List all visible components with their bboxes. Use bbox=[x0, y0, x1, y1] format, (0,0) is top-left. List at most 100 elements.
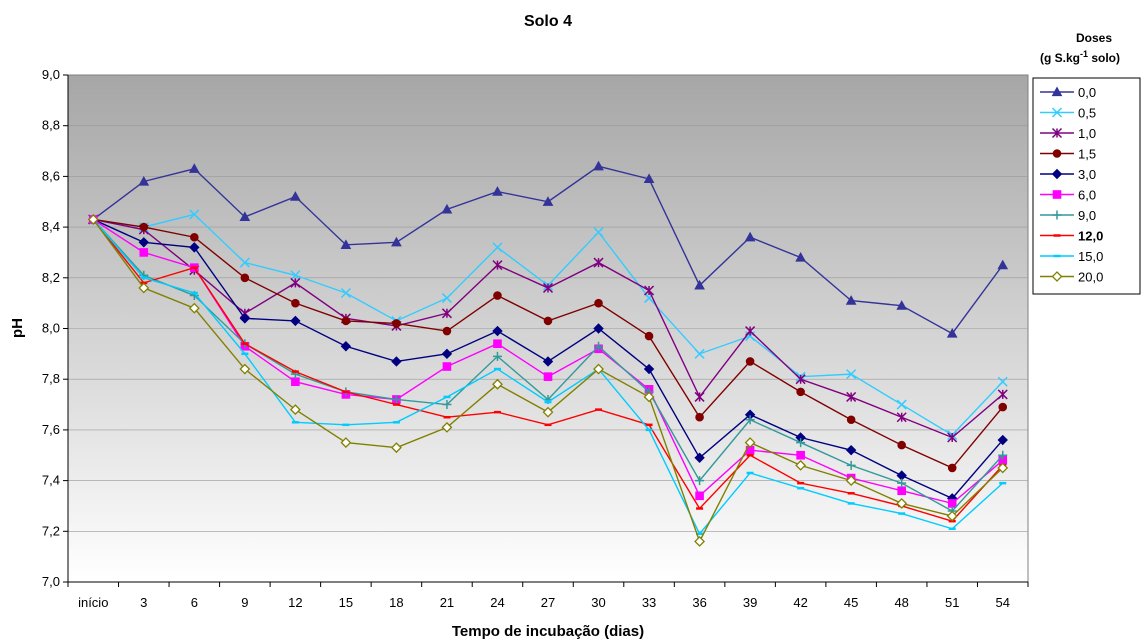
x-axis-label: Tempo de incubação (dias) bbox=[452, 623, 644, 640]
legend-item: 15,0 bbox=[1040, 249, 1103, 264]
data-point bbox=[392, 319, 401, 328]
data-point bbox=[340, 437, 352, 448]
data-point bbox=[138, 282, 150, 294]
x-tick-label: 54 bbox=[996, 595, 1010, 610]
axes: 7,0 7,2 7,4 7,6 7,8 8,0 8,2 8,4 8,6 8,8 9,0 início 3… bbox=[42, 67, 1029, 610]
data-point bbox=[796, 438, 806, 448]
data-point bbox=[947, 432, 958, 443]
data-point bbox=[1052, 210, 1062, 220]
data-point bbox=[593, 160, 604, 171]
data-point bbox=[593, 257, 604, 268]
gridlines bbox=[68, 125, 1028, 532]
y-tick-label: 7,2 bbox=[42, 523, 60, 538]
data-point bbox=[846, 391, 857, 402]
data-point bbox=[139, 248, 149, 257]
legend-label: 15,0 bbox=[1078, 249, 1103, 264]
data-point bbox=[694, 348, 705, 359]
data-point bbox=[138, 237, 149, 248]
y-axis-label: pH bbox=[9, 318, 26, 338]
data-point bbox=[695, 491, 704, 501]
data-point bbox=[896, 497, 908, 509]
data-point bbox=[845, 475, 857, 487]
data-point bbox=[896, 300, 908, 310]
data-point bbox=[442, 362, 452, 371]
data-point bbox=[188, 302, 200, 314]
legend-label: 1,5 bbox=[1078, 147, 1096, 162]
data-point bbox=[290, 315, 301, 327]
x-tick-label: 27 bbox=[541, 595, 555, 610]
data-point bbox=[391, 356, 402, 367]
y-tick-label: 8,6 bbox=[42, 168, 60, 183]
legend-item: 0,5 bbox=[1040, 106, 1096, 121]
data-point bbox=[492, 378, 503, 390]
data-point bbox=[239, 211, 251, 222]
series-4 bbox=[88, 214, 1008, 504]
legend-label: 12,0 bbox=[1078, 229, 1103, 244]
data-point bbox=[1051, 107, 1063, 118]
x-tick-label: 15 bbox=[339, 595, 353, 610]
data-point bbox=[391, 236, 402, 247]
data-point bbox=[240, 273, 250, 283]
data-point bbox=[1051, 271, 1063, 282]
legend-item: 20,0 bbox=[1040, 270, 1103, 285]
x-tick-label: 30 bbox=[591, 595, 605, 610]
data-point bbox=[998, 402, 1008, 412]
data-point bbox=[441, 421, 453, 433]
x-tick-label: 21 bbox=[440, 595, 454, 610]
data-point bbox=[593, 227, 604, 238]
data-point bbox=[897, 478, 907, 488]
legend-title-line2: (g S.kg-1 solo) bbox=[1040, 49, 1120, 65]
data-point bbox=[745, 326, 756, 337]
data-point bbox=[341, 316, 351, 326]
data-point bbox=[441, 348, 453, 360]
data-point bbox=[340, 239, 352, 249]
data-point bbox=[997, 434, 1008, 446]
data-point bbox=[946, 328, 958, 338]
data-point bbox=[542, 196, 554, 206]
data-point bbox=[744, 231, 756, 242]
data-point bbox=[290, 270, 301, 281]
y-tick-label: 7,6 bbox=[42, 422, 60, 437]
legend-items: 0,0 0,5 1,0 1,5 3,0 6,0 9,0 12,0 15,0 20,0 bbox=[1040, 85, 1103, 285]
legend-title-pre: (g S.kg bbox=[1040, 51, 1080, 65]
data-point bbox=[643, 363, 655, 375]
data-point bbox=[1052, 190, 1062, 199]
data-point bbox=[441, 293, 452, 304]
data-point bbox=[189, 242, 200, 253]
legend-box bbox=[1032, 77, 1141, 295]
legend-label: 0,0 bbox=[1078, 85, 1096, 100]
data-point bbox=[493, 291, 502, 300]
data-point bbox=[644, 331, 654, 341]
data-point bbox=[695, 412, 704, 422]
legend-title-post: solo) bbox=[1088, 51, 1120, 65]
data-point bbox=[795, 251, 806, 262]
legend-item: 1,0 bbox=[1040, 126, 1096, 141]
data-point bbox=[796, 387, 805, 397]
x-tick-label: 45 bbox=[844, 595, 858, 610]
data-point bbox=[138, 175, 150, 186]
data-point bbox=[239, 363, 251, 375]
data-point bbox=[594, 341, 604, 351]
data-point bbox=[340, 341, 352, 352]
data-point bbox=[239, 313, 251, 324]
data-point bbox=[644, 285, 655, 296]
data-point bbox=[542, 282, 554, 293]
data-point bbox=[87, 214, 99, 225]
data-point bbox=[391, 442, 402, 454]
data-point bbox=[492, 325, 503, 337]
data-point bbox=[997, 389, 1008, 400]
data-point bbox=[896, 412, 907, 423]
x-tick-label: 3 bbox=[140, 595, 147, 610]
legend-label: 6,0 bbox=[1078, 188, 1096, 203]
data-point bbox=[1051, 86, 1063, 97]
data-point bbox=[947, 499, 957, 508]
x-tick-label: 6 bbox=[191, 595, 198, 610]
legend-title-line1: Doses bbox=[1076, 31, 1112, 45]
series-group bbox=[87, 160, 1009, 547]
data-point bbox=[1051, 127, 1063, 139]
data-point bbox=[745, 357, 755, 366]
data-point bbox=[796, 450, 805, 460]
y-tick-label: 7,0 bbox=[42, 574, 60, 589]
x-tick-label: 42 bbox=[793, 595, 807, 610]
data-point bbox=[493, 339, 502, 349]
